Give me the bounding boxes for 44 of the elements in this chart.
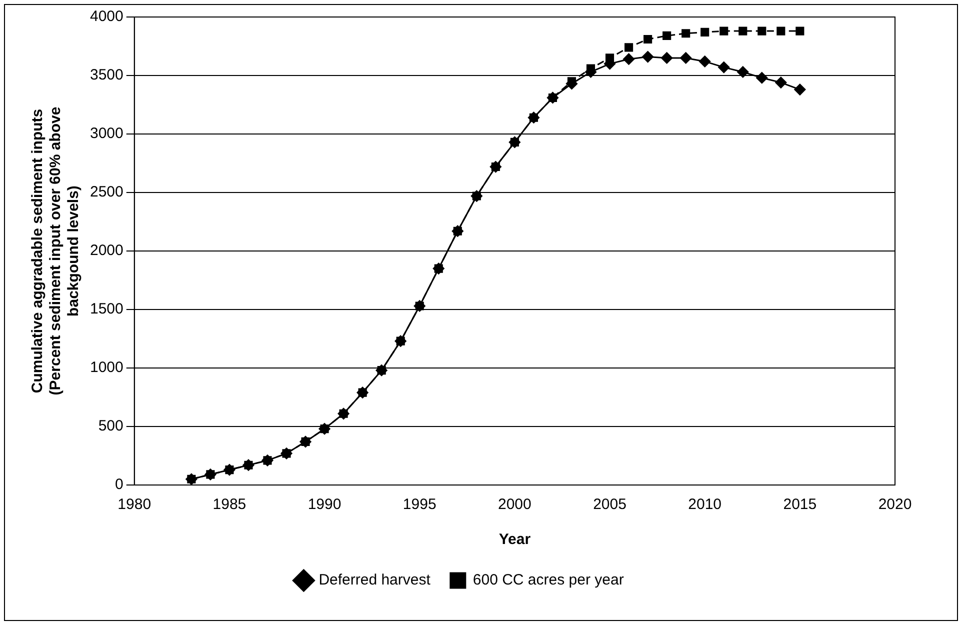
point: [623, 53, 635, 65]
x-tick-label: 2015: [783, 496, 817, 514]
y-tick-label: 3500: [90, 66, 124, 84]
point: [796, 26, 804, 36]
x-tick-label: 1990: [308, 496, 342, 514]
point: [720, 26, 728, 36]
point: [718, 62, 730, 74]
point: [738, 26, 748, 36]
point: [737, 66, 749, 78]
point: [661, 52, 673, 64]
point: [567, 77, 576, 86]
y-axis-title: Cumulative aggradable sediment inputs (Percent sediment input over 60% above backgound levels): [29, 106, 82, 396]
point: [775, 76, 787, 88]
y-tick-label: 3000: [90, 125, 124, 142]
x-axis-title: Year: [498, 531, 531, 548]
x-tick-label: 1995: [402, 496, 436, 514]
point: [756, 72, 768, 84]
point: [758, 26, 766, 36]
point: [605, 54, 614, 62]
x-tick-label: 2020: [878, 496, 912, 514]
point: [642, 51, 654, 63]
x-tick-label: 2005: [593, 496, 626, 514]
point: [624, 43, 634, 52]
y-tick-label: 1500: [90, 300, 124, 318]
x-tick-label: 1985: [212, 496, 246, 514]
x-tick-label: 2000: [498, 496, 532, 514]
point: [644, 34, 652, 44]
y-tick-label: 4000: [90, 8, 124, 26]
y-tick-label: 0: [115, 476, 124, 494]
y-tick-label: 1000: [90, 359, 124, 376]
y-tick-label: 2500: [90, 184, 124, 201]
point: [794, 84, 806, 96]
y-tick-label: 500: [98, 418, 124, 435]
x-tick-label: 2010: [688, 496, 722, 514]
point: [662, 31, 672, 40]
x-tick-label: 1980: [118, 496, 152, 514]
y-tick-label: 2000: [90, 242, 124, 260]
point: [776, 26, 786, 36]
point: [700, 28, 710, 36]
point: [680, 52, 692, 64]
legend-label: Deferred harvest: [318, 572, 432, 589]
point: [699, 56, 711, 68]
legend-label: 600 CC acres per year: [472, 572, 624, 589]
point: [682, 29, 690, 38]
